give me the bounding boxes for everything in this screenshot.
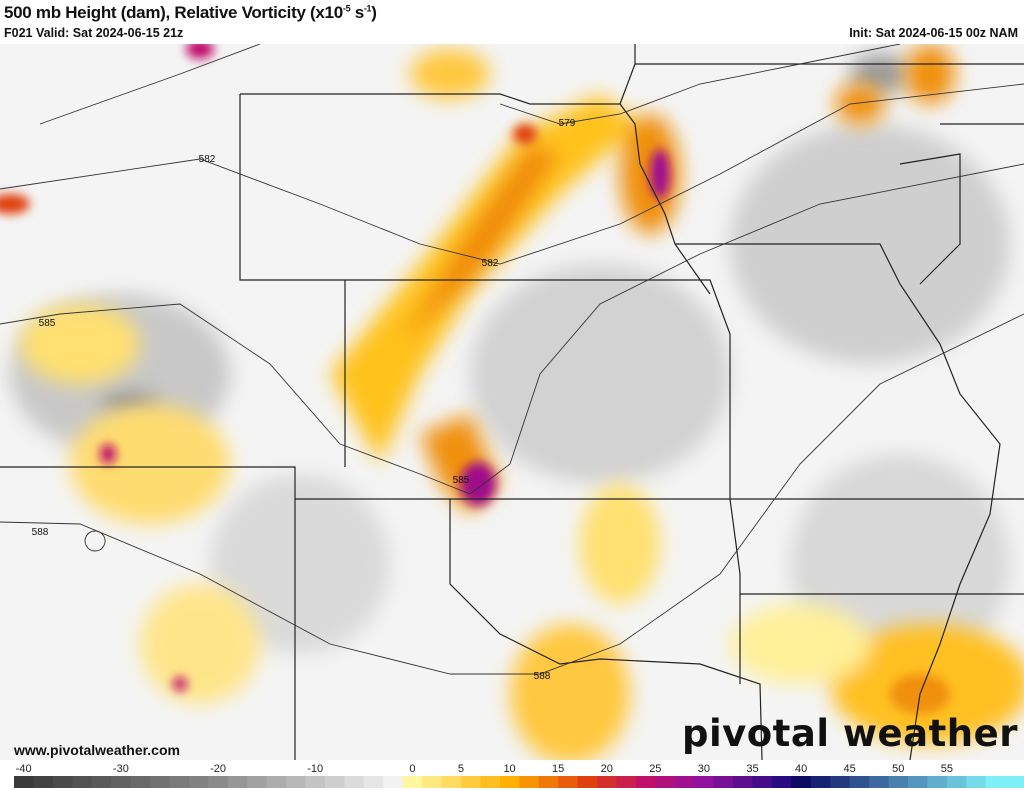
valid-time: F021 Valid: Sat 2024-06-15 21z [4, 26, 184, 40]
colorbar-bin [616, 776, 637, 788]
colorbar-bin [1005, 776, 1024, 788]
colorbar-bin [499, 776, 520, 788]
contour-label: 579 [559, 118, 576, 129]
title-exp: -5 [342, 3, 351, 14]
colorbar-bin [150, 776, 170, 788]
colorbar-bin [266, 776, 287, 788]
contour-label: 588 [32, 527, 49, 538]
colorbar-bin [830, 776, 851, 788]
colorbar-tick-label: -30 [113, 763, 129, 775]
colorbar-bin [188, 776, 209, 788]
title-text-2: s [350, 3, 364, 22]
colorbar: -40 -30 -20 -10 0 5 10 15 20 25 30 35 40 45 50 55 [0, 760, 1024, 791]
colorbar-bin [538, 776, 559, 788]
colorbar-bin [674, 776, 695, 788]
colorbar-bin [72, 776, 93, 788]
colorbar-bin [91, 776, 112, 788]
colorbar-tick-label: 35 [746, 763, 758, 775]
colorbar-bin [441, 776, 462, 788]
colorbar-tick-label: -20 [210, 763, 226, 775]
colorbar-bin [286, 776, 307, 788]
contour-label: 582 [199, 154, 216, 165]
colorbar-bin [480, 776, 501, 788]
colorbar-bin [422, 776, 443, 788]
colorbar-bin [966, 776, 987, 788]
colorbar-bin [402, 776, 423, 788]
colorbar-tick-label: 50 [892, 763, 904, 775]
colorbar-bin [577, 776, 598, 788]
title-exp-2: -1 [363, 3, 372, 14]
colorbar-bin [558, 776, 579, 788]
colorbar-tick-label: 20 [601, 763, 613, 775]
colorbar-bin [752, 776, 773, 788]
contour-labels: 579 582 582 585 585 588 588 [32, 118, 576, 682]
init-time: Init: Sat 2024-06-15 00z NAM [849, 26, 1018, 40]
title-text-3: ) [371, 3, 377, 22]
colorbar-bin [635, 776, 656, 788]
colorbar-tick-label: 10 [503, 763, 515, 775]
colorbar-bin [946, 776, 967, 788]
pivotal-weather-logo: pivotal weather [681, 712, 1018, 755]
contour-label: 588 [534, 671, 551, 682]
colorbar-tick-label: 15 [552, 763, 564, 775]
colorbar-bin [519, 776, 540, 788]
colorbar-bin [111, 776, 132, 788]
colorbar-tick-label: 5 [458, 763, 464, 775]
colorbar-bin [655, 776, 676, 788]
colorbar-bin [305, 776, 326, 788]
colorbar-bin [694, 776, 715, 788]
colorbar-tick-label: 45 [844, 763, 856, 775]
colorbar-bin [208, 776, 229, 788]
height-contours [0, 44, 1024, 675]
colorbar-tick-label: 55 [941, 763, 953, 775]
colorbar-bin [888, 776, 909, 788]
state-borders [0, 44, 1024, 760]
website-url[interactable]: www.pivotalweather.com [14, 742, 180, 758]
colorbar-bin [130, 776, 151, 788]
colorbar-tick-label: -40 [16, 763, 32, 775]
positive-vorticity-field [0, 44, 1024, 760]
colorbar-bin [849, 776, 870, 788]
colorbar-bin [33, 776, 54, 788]
colorbar-bin [460, 776, 481, 788]
colorbar-tick-label: 30 [698, 763, 710, 775]
colorbar-bin [810, 776, 831, 788]
colorbar-tick-label: 0 [409, 763, 415, 775]
colorbar-bin [344, 776, 365, 788]
title-text: 500 mb Height (dam), Relative Vorticity … [4, 3, 343, 22]
colorbar-bin [227, 776, 248, 788]
colorbar-bin [907, 776, 928, 788]
contour-label: 585 [39, 318, 56, 329]
colorbar-bin [247, 776, 268, 788]
map-title: 500 mb Height (dam), Relative Vorticity … [4, 3, 377, 23]
colorbar-bin [383, 776, 404, 788]
colorbar-bin [363, 776, 384, 788]
colorbar-bin [324, 776, 345, 788]
colorbar-bin [985, 776, 1006, 788]
colorbar-bin [791, 776, 812, 788]
colorbar-bin [597, 776, 617, 788]
colorbar-tick-label: 40 [795, 763, 807, 775]
colorbar-bin [14, 776, 34, 788]
colorbar-bin [927, 776, 948, 788]
colorbar-bin [771, 776, 792, 788]
contour-label: 585 [453, 475, 470, 486]
colorbar-bin [869, 776, 890, 788]
colorbar-bin [733, 776, 753, 788]
colorbar-bin [169, 776, 190, 788]
contour-label: 582 [482, 258, 499, 269]
colorbar-bin [713, 776, 734, 788]
colorbar-tick-label: 25 [649, 763, 661, 775]
vorticity-map: 579 582 582 585 585 588 588 [0, 44, 1024, 760]
colorbar-bin [52, 776, 73, 788]
colorbar-tick-label: -10 [307, 763, 323, 775]
